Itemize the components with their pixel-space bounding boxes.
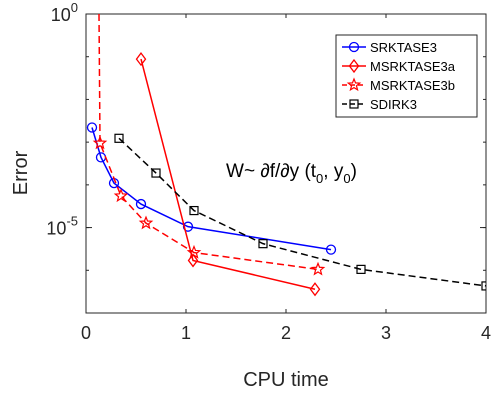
data-point [151, 168, 161, 178]
data-point [325, 244, 337, 255]
legend-marker [348, 41, 360, 53]
legend-item: MSRKTASE3b [342, 77, 455, 93]
legend-label: MSRKTASE3a [370, 59, 456, 74]
legend-label: SRKTASE3 [370, 40, 437, 55]
data-point [481, 281, 486, 291]
tick-labels: 0 1 2 3 4 100 10-5 [46, 0, 491, 343]
data-point [135, 198, 147, 210]
y-tick-label: 100 [51, 0, 78, 25]
data-point [135, 52, 147, 67]
legend: SRKTASE3 MSRKTASE3a MSRKTASE3b SDIRK3 [335, 34, 478, 118]
x-tick-label: 2 [281, 323, 291, 343]
series-line [118, 137, 486, 287]
legend-label: MSRKTASE3b [370, 78, 455, 93]
data-point [356, 264, 366, 274]
data-point [258, 239, 268, 249]
series-line [140, 58, 316, 290]
data-point [309, 282, 321, 297]
legend-label: SDIRK3 [370, 97, 417, 112]
x-tick-label: 3 [381, 323, 391, 343]
series-msrktase3b [92, 14, 326, 276]
series-msrktase3a [135, 52, 321, 297]
axes [85, 13, 487, 314]
series-line [98, 14, 319, 271]
y-axis-label: Error [10, 150, 32, 195]
data-point [182, 221, 194, 232]
legend-marker [349, 99, 359, 109]
series-sdirk3 [114, 133, 486, 291]
data-point [92, 135, 108, 150]
annotation-text: W~ ∂f/∂y (t0, y0) [226, 161, 357, 186]
x-tick-label: 4 [481, 323, 491, 343]
legend-marker [348, 58, 360, 74]
data-point [113, 188, 129, 203]
legend-item: SDIRK3 [342, 97, 417, 112]
y-tick-label: 10-5 [46, 214, 78, 239]
data-point [189, 205, 199, 216]
series-srktase3 [86, 122, 337, 255]
data-point [114, 133, 124, 143]
data-point [187, 253, 199, 268]
data-point [138, 215, 154, 230]
legend-item: SRKTASE3 [342, 40, 437, 55]
legend-marker [346, 77, 362, 92]
x-tick-label: 1 [181, 323, 191, 343]
data-point [86, 122, 98, 133]
data-point [310, 261, 326, 276]
x-axis-label: CPU time [243, 369, 329, 391]
series-layer [86, 14, 486, 297]
legend-item: MSRKTASE3a [342, 58, 456, 74]
x-tick-label: 0 [81, 323, 91, 343]
data-point [186, 244, 202, 259]
